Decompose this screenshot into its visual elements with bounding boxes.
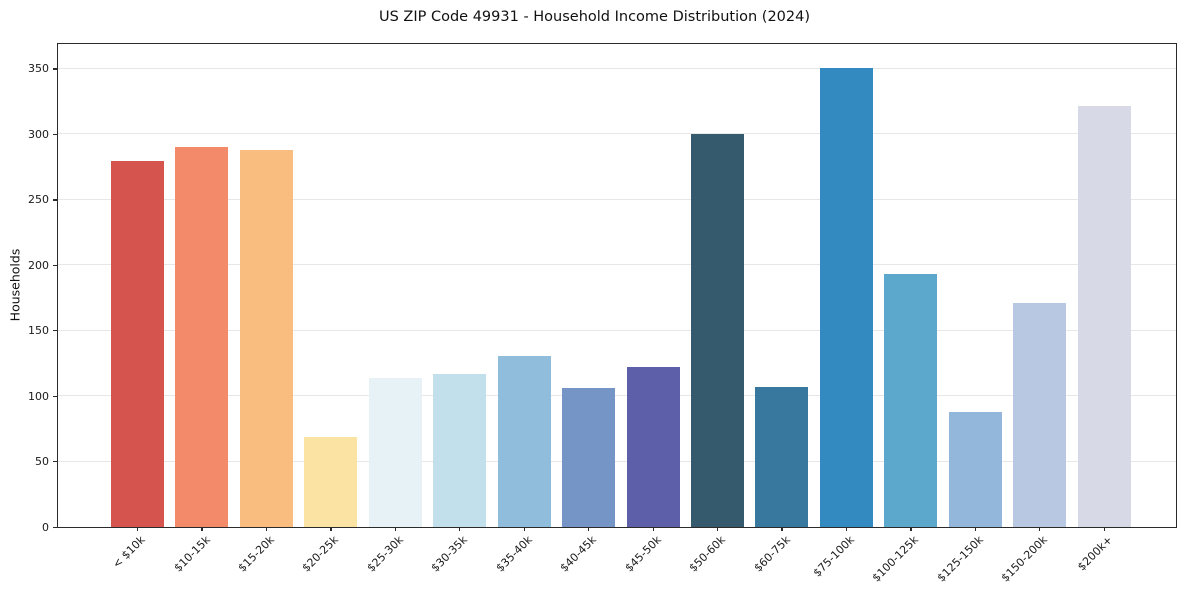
x-tick-label: $10-15k	[171, 533, 213, 575]
x-tick-mark	[910, 527, 912, 531]
bar	[304, 436, 358, 527]
x-tick-mark	[459, 527, 461, 531]
y-tick-mark	[53, 461, 57, 463]
x-tick-label: $45-50k	[622, 533, 664, 575]
y-tick-mark	[53, 526, 57, 528]
x-tick-mark	[265, 527, 268, 531]
x-tick-label: $15-20k	[235, 533, 277, 575]
y-tick-label: 50	[35, 455, 49, 469]
bar	[497, 355, 551, 527]
x-tick-mark	[330, 527, 332, 531]
x-tick-label: < $10k	[110, 533, 148, 571]
x-tick-mark	[716, 527, 719, 531]
bar	[1077, 105, 1131, 527]
x-tick-label: $125-150k	[934, 533, 986, 585]
y-tick-label: 100	[28, 389, 49, 403]
gridline	[58, 395, 1176, 397]
y-tick-mark	[53, 395, 57, 397]
bar	[433, 373, 487, 527]
x-tick-label: $25-30k	[364, 533, 406, 575]
x-tick-label: $75-100k	[810, 533, 857, 580]
y-tick-mark	[53, 133, 57, 136]
y-tick-mark	[53, 264, 57, 266]
y-tick-label: 200	[28, 258, 49, 272]
bar	[1013, 303, 1067, 527]
y-tick-mark	[53, 68, 57, 70]
x-tick-label: $40-45k	[557, 533, 600, 575]
bar	[626, 367, 680, 527]
x-tick-mark	[652, 527, 654, 531]
x-tick-mark	[201, 527, 203, 531]
gridline	[58, 198, 1176, 200]
plot-area	[57, 43, 1177, 528]
gridline	[58, 264, 1176, 266]
y-tick-mark	[53, 330, 57, 332]
bar	[368, 377, 422, 527]
gridline	[58, 133, 1176, 135]
y-tick-label: 250	[28, 193, 49, 207]
x-tick-label: $150-200k	[999, 533, 1051, 585]
x-tick-label: $35-40k	[493, 533, 535, 575]
bar	[948, 411, 1002, 527]
x-tick-mark	[1039, 527, 1041, 531]
gridline	[58, 329, 1176, 331]
bar	[239, 150, 293, 527]
x-tick-label: $100-125k	[870, 533, 922, 585]
x-tick-label: $20-25k	[300, 533, 342, 575]
gridline	[58, 460, 1176, 462]
bar	[111, 160, 164, 527]
x-tick-mark	[781, 527, 783, 531]
y-tick-label: 300	[28, 127, 49, 141]
x-tick-mark	[974, 527, 977, 531]
x-tick-mark	[845, 527, 848, 531]
chart-title: US ZIP Code 49931 - Household Income Dis…	[378, 9, 811, 25]
y-tick-label: 0	[42, 520, 49, 534]
y-tick-label: 150	[28, 324, 49, 338]
x-tick-mark	[137, 527, 139, 531]
gridline	[58, 67, 1176, 69]
x-tick-mark	[523, 527, 525, 531]
bar	[819, 67, 873, 527]
bar	[175, 147, 229, 527]
x-tick-label: $50-60k	[686, 533, 728, 575]
y-tick-mark	[53, 199, 57, 201]
y-tick-label: 350	[28, 62, 49, 76]
x-tick-mark	[394, 527, 397, 531]
bar	[690, 134, 744, 527]
x-tick-label: $60-75k	[751, 533, 793, 575]
bar	[562, 388, 616, 527]
x-tick-label: $200k+	[1074, 533, 1115, 574]
x-tick-mark	[588, 527, 590, 531]
x-tick-label: $30-35k	[428, 533, 471, 575]
x-tick-mark	[1103, 527, 1105, 531]
bar	[884, 274, 938, 527]
bar	[755, 386, 809, 527]
